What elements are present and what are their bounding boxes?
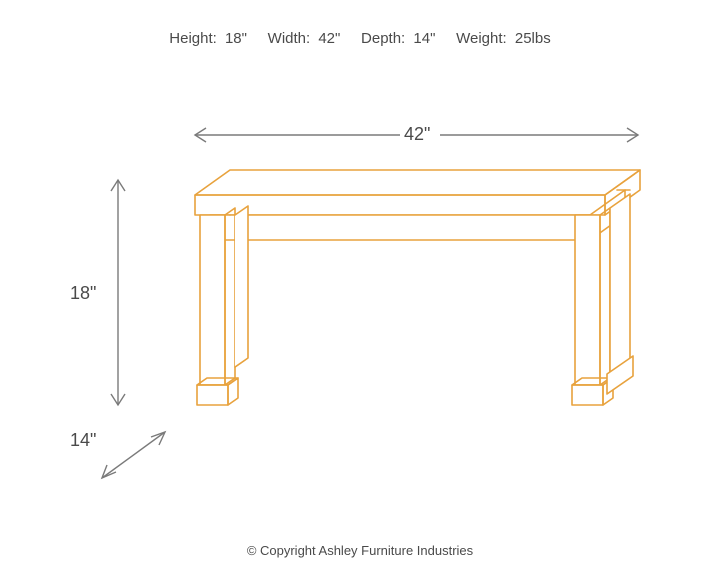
bench-drawing (195, 170, 640, 405)
leg-back-right (607, 190, 633, 394)
diagram-canvas (0, 0, 720, 576)
copyright-text: © Copyright Ashley Furniture Industries (0, 543, 720, 558)
width-label: 42" (404, 124, 430, 145)
depth-label: 14" (70, 430, 96, 451)
height-dimension-group (111, 180, 125, 405)
depth-dimension-group (102, 432, 165, 478)
height-label: 18" (70, 283, 96, 304)
